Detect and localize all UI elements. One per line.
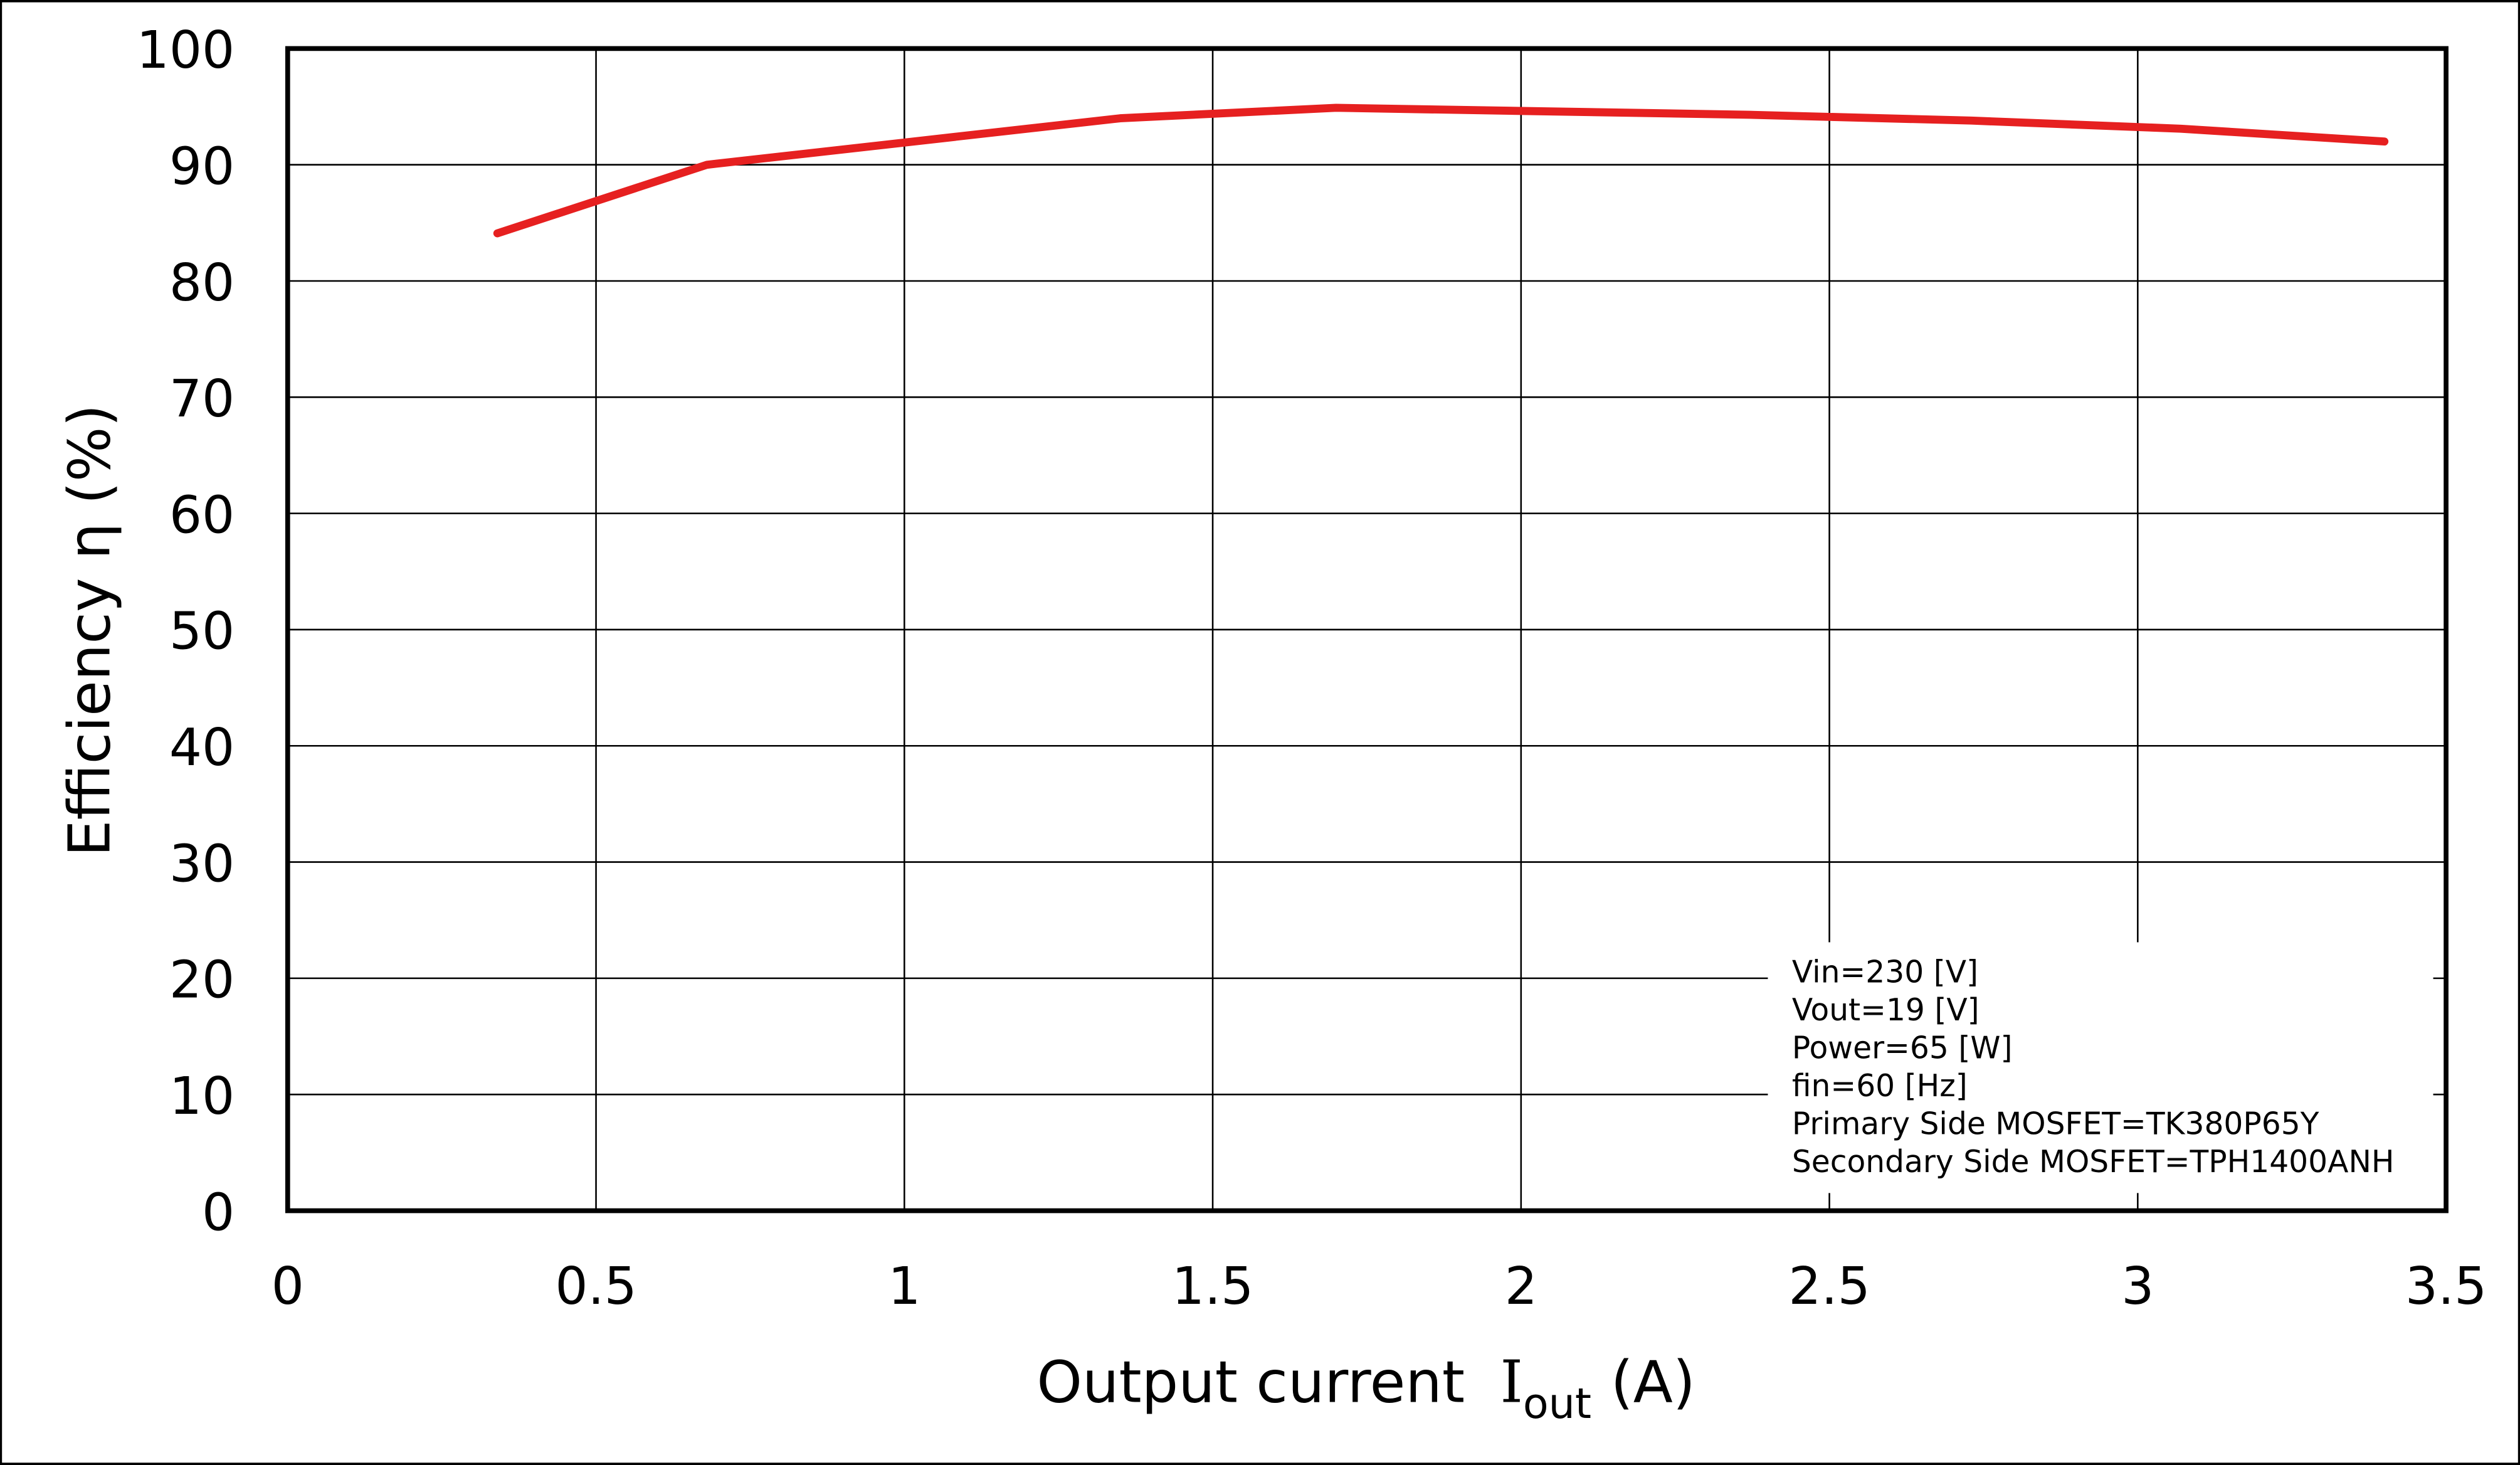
annotation-line: Primary Side MOSFET=TK380P65Y bbox=[1792, 1107, 2319, 1142]
x-axis-subscript: out bbox=[1523, 1379, 1591, 1428]
x-tick-label: 2.5 bbox=[1788, 1257, 1870, 1316]
y-tick-label: 40 bbox=[169, 718, 235, 778]
data-point bbox=[497, 233, 498, 234]
x-axis-label: Output current Iout (A) bbox=[1036, 1348, 1695, 1429]
x-tick-label: 1.5 bbox=[1172, 1257, 1253, 1316]
y-tick-label: 30 bbox=[169, 834, 235, 894]
y-tick-label: 10 bbox=[169, 1067, 235, 1126]
annotation-line: Secondary Side MOSFET=TPH1400ANH bbox=[1792, 1145, 2395, 1180]
x-tick-label: 3 bbox=[2121, 1257, 2154, 1316]
x-tick-label: 0.5 bbox=[555, 1257, 636, 1316]
y-tick-labels: 0 10 20 30 40 50 60 70 80 90 100 bbox=[137, 21, 235, 1242]
x-tick-labels: 0 0.5 1 1.5 2 2.5 3 3.5 bbox=[272, 1257, 2487, 1316]
annotation-line: Vout=19 [V] bbox=[1792, 993, 1980, 1028]
efficiency-line bbox=[493, 103, 2389, 238]
y-axis-label: Efficiency η (%) bbox=[55, 405, 123, 857]
conditions-annotation: Vin=230 [V]Vout=19 [V]Power=65 [W]fin=60… bbox=[1792, 955, 2395, 1180]
grid bbox=[287, 48, 2447, 1212]
x-tick-label: 1 bbox=[888, 1257, 920, 1316]
annotation-line: Vin=230 [V] bbox=[1792, 955, 1978, 990]
y-tick-label: 60 bbox=[169, 485, 235, 545]
x-axis-symbol: I bbox=[1500, 1348, 1522, 1416]
plot-border bbox=[285, 46, 2449, 1214]
x-axis-label-text: Output current bbox=[1036, 1348, 1465, 1416]
x-axis-unit: (A) bbox=[1611, 1348, 1695, 1416]
y-tick-label: 90 bbox=[169, 137, 235, 196]
x-tick-label: 0 bbox=[272, 1257, 304, 1316]
x-tick-label: 3.5 bbox=[2405, 1257, 2487, 1316]
y-tick-label: 0 bbox=[202, 1183, 235, 1242]
y-tick-label: 100 bbox=[137, 21, 235, 80]
y-tick-label: 50 bbox=[169, 602, 235, 662]
y-tick-label: 20 bbox=[169, 951, 235, 1010]
annotation-box bbox=[1768, 942, 2433, 1193]
data-point bbox=[2384, 141, 2385, 142]
annotation-line: fin=60 [Hz] bbox=[1792, 1069, 1968, 1104]
y-tick-label: 70 bbox=[169, 369, 235, 429]
x-tick-label: 2 bbox=[1505, 1257, 1537, 1316]
y-tick-label: 80 bbox=[169, 253, 235, 313]
annotation-line: Power=65 [W] bbox=[1792, 1031, 2013, 1066]
annotation-background bbox=[1768, 942, 2433, 1193]
series-layer bbox=[493, 103, 2389, 238]
data-point bbox=[1971, 120, 1972, 121]
